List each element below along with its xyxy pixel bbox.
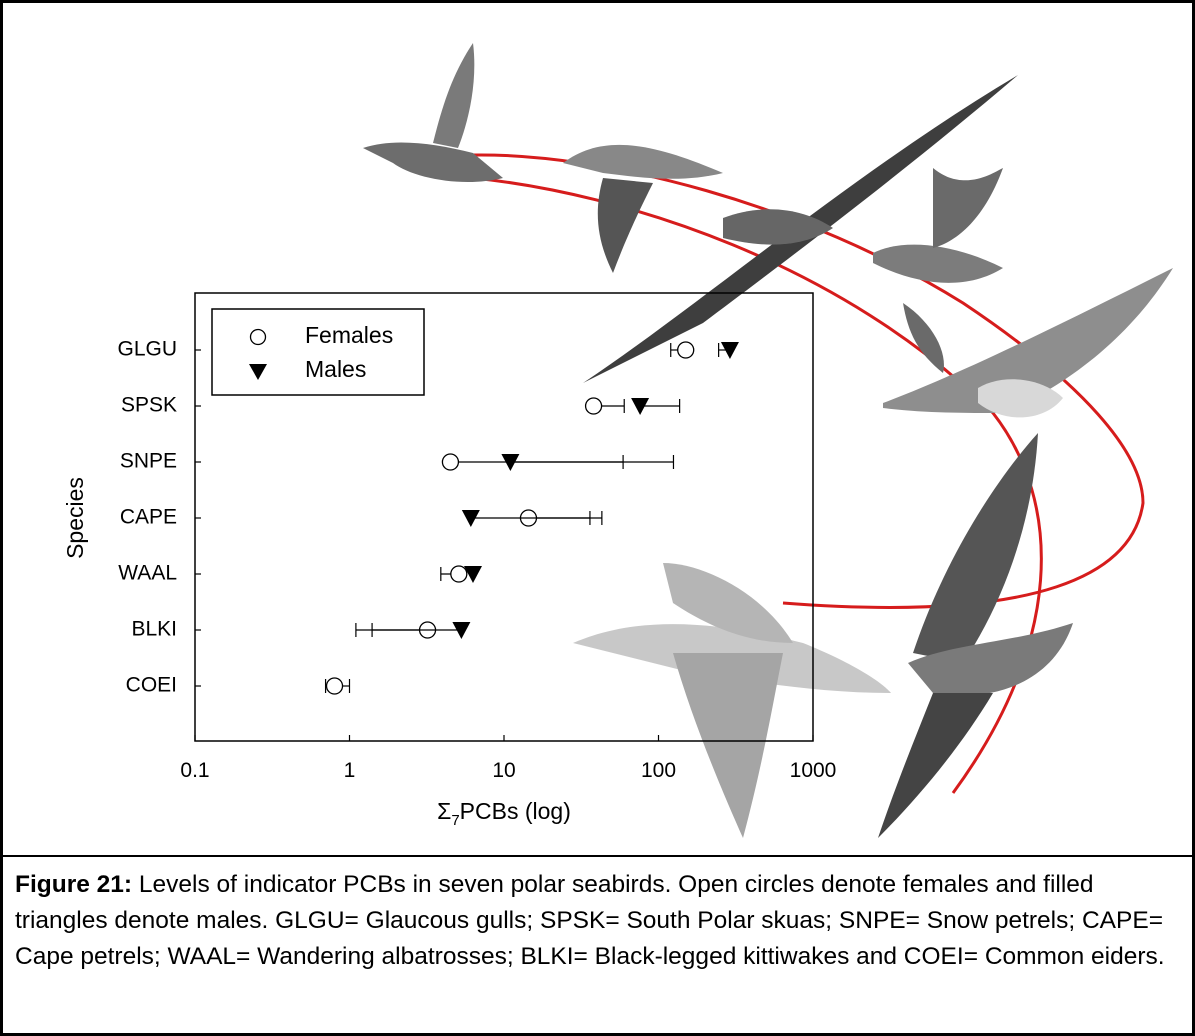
female-marker bbox=[450, 565, 468, 583]
y-tick-label: CAPE bbox=[120, 506, 177, 529]
x-tick-label: 1 bbox=[344, 759, 356, 782]
caption: Figure 21: Levels of indicator PCBs in s… bbox=[3, 855, 1192, 1033]
x-tick-label: 10 bbox=[492, 759, 515, 782]
x-axis-label-text: PCBs (log) bbox=[460, 798, 571, 824]
y-tick-label: SPSK bbox=[121, 394, 177, 417]
male-marker bbox=[631, 398, 650, 415]
legend-marker bbox=[249, 328, 267, 346]
female-marker bbox=[441, 453, 460, 471]
legend-marker bbox=[249, 364, 267, 380]
male-marker bbox=[463, 566, 482, 583]
female-marker bbox=[677, 341, 695, 359]
chart: Females Males Species Σ7PCBs (log) 0.1 1 1… bbox=[62, 43, 1173, 838]
legend: Females Males bbox=[211, 308, 425, 396]
x-axis-label: Σ7PCBs (log) bbox=[437, 798, 571, 829]
legend-label: Females bbox=[305, 322, 393, 348]
caption-text: Levels of indicator PCBs in seven polar … bbox=[15, 871, 1165, 970]
bird-illustrations bbox=[363, 43, 1173, 838]
y-axis-label: Species bbox=[62, 477, 88, 559]
female-marker bbox=[325, 677, 344, 695]
x-axis-label-symbol: Σ bbox=[437, 798, 451, 824]
male-marker bbox=[501, 454, 520, 471]
male-marker bbox=[720, 342, 739, 359]
y-tick-label: BLKI bbox=[131, 618, 177, 641]
y-tick-label: GLGU bbox=[117, 338, 177, 361]
male-marker bbox=[461, 510, 480, 527]
x-tick-label: 0.1 bbox=[180, 759, 209, 782]
legend-label: Males bbox=[305, 356, 366, 382]
x-tick-label: 100 bbox=[641, 759, 676, 782]
y-tick-label: WAAL bbox=[118, 562, 177, 585]
legend-box bbox=[211, 308, 425, 396]
x-axis-label-subscript: 7 bbox=[451, 812, 459, 829]
male-marker bbox=[452, 622, 471, 639]
caption-label: Figure 21: bbox=[15, 871, 133, 898]
x-tick-label: 1000 bbox=[790, 759, 837, 782]
y-tick-label: COEI bbox=[126, 674, 177, 697]
female-marker bbox=[584, 397, 603, 415]
y-tick-label: SNPE bbox=[120, 450, 177, 473]
